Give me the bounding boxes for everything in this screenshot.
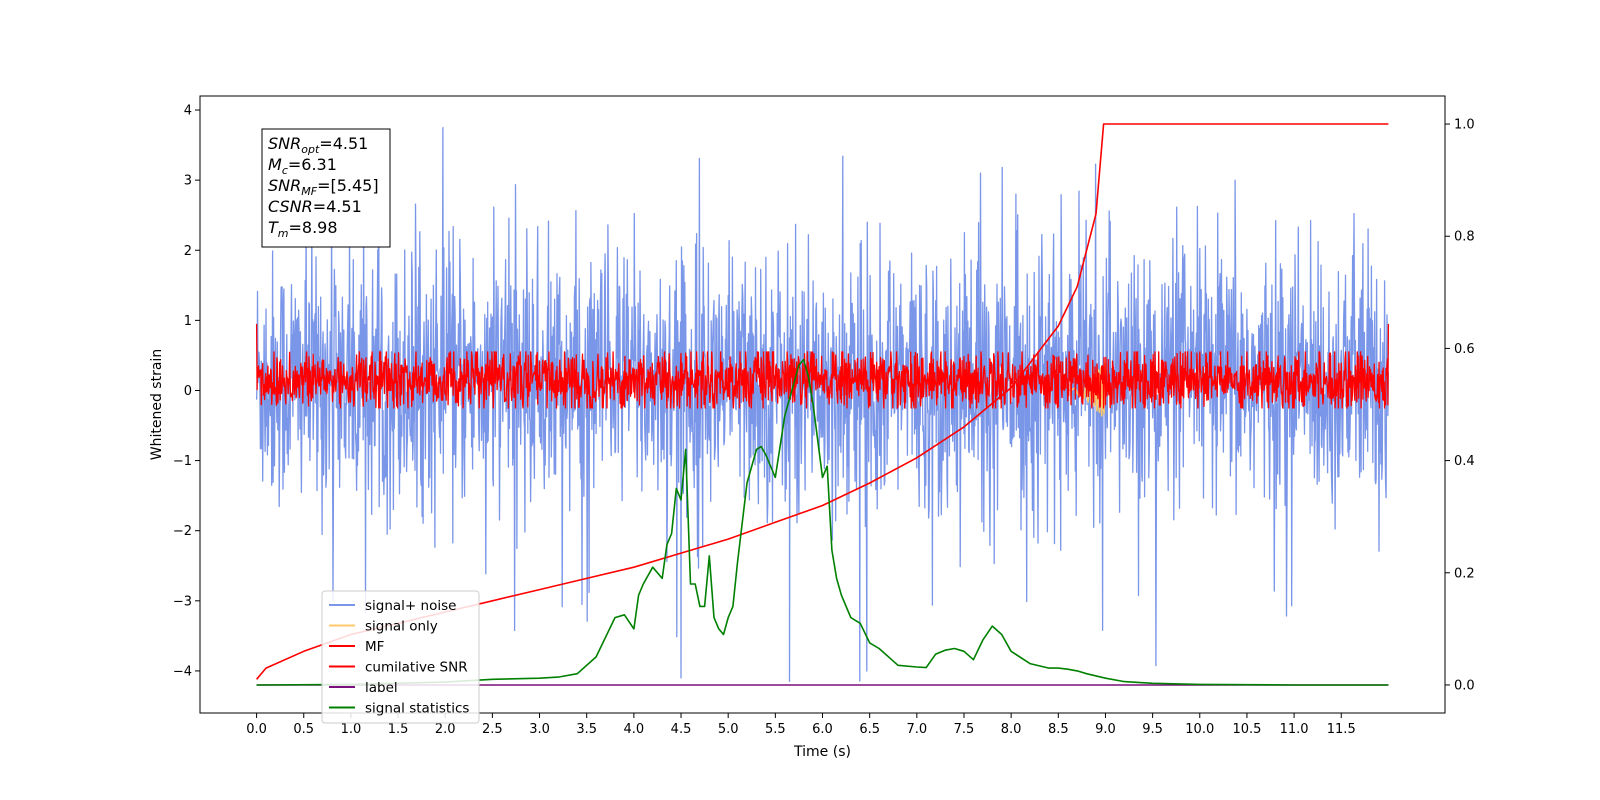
info-subscript: MF bbox=[301, 185, 317, 198]
x-tick-label: 7.0 bbox=[906, 722, 927, 737]
y-axis-right: 0.0 0.2 0.4 0.6 0.8 1.0 bbox=[1445, 118, 1475, 693]
legend-frame bbox=[321, 590, 480, 724]
y-tick-label: 1 bbox=[184, 314, 192, 329]
y2-tick-label: 0.2 bbox=[1454, 566, 1475, 581]
x-tick-label: 5.5 bbox=[765, 722, 786, 737]
info-symbol: T bbox=[268, 218, 279, 237]
x-tick-label: 6.0 bbox=[812, 722, 833, 737]
x-tick-label: 11.5 bbox=[1327, 722, 1356, 737]
y-tick-label: −4 bbox=[173, 664, 192, 679]
x-tick-label: 2.5 bbox=[482, 722, 503, 737]
y-tick-label: −3 bbox=[173, 594, 192, 609]
y-tick-label: 3 bbox=[184, 174, 192, 189]
info-value: =6.31 bbox=[288, 155, 337, 174]
info-value: =4.51 bbox=[319, 134, 368, 153]
y-tick-label: 2 bbox=[184, 244, 192, 259]
x-tick-label: 0.0 bbox=[246, 722, 267, 737]
x-tick-label: 3.5 bbox=[576, 722, 597, 737]
y-tick-label: 0 bbox=[184, 384, 192, 399]
info-value: =4.51 bbox=[313, 197, 362, 216]
x-tick-label: 5.0 bbox=[718, 722, 739, 737]
legend-label: signal only bbox=[365, 619, 438, 635]
legend-label: MF bbox=[365, 639, 384, 655]
x-tick-label: 11.0 bbox=[1280, 722, 1309, 737]
info-subscript: m bbox=[278, 227, 289, 240]
x-tick-label: 9.0 bbox=[1095, 722, 1116, 737]
x-tick-label: 0.5 bbox=[293, 722, 314, 737]
info-subscript: opt bbox=[301, 143, 320, 156]
y2-tick-label: 1.0 bbox=[1454, 118, 1475, 133]
info-symbol: SNR bbox=[268, 134, 301, 153]
y2-tick-label: 0.6 bbox=[1454, 342, 1475, 357]
x-tick-label: 6.5 bbox=[859, 722, 880, 737]
y-tick-label: −2 bbox=[173, 524, 192, 539]
y2-tick-label: 0.0 bbox=[1454, 678, 1475, 693]
info-box: SNRopt=4.51Mc=6.31SNRMF=[5.45]CSNR=4.51T… bbox=[261, 128, 391, 248]
info-line: SNRopt=4.51 bbox=[268, 134, 368, 156]
y-tick-label: 4 bbox=[184, 104, 192, 119]
info-subscript: c bbox=[282, 164, 288, 177]
series-signal-noise-line bbox=[255, 127, 1390, 683]
x-tick-label: 1.5 bbox=[388, 722, 409, 737]
info-line: Mc=6.31 bbox=[268, 155, 337, 177]
series-signal-statistics-line bbox=[256, 358, 1389, 686]
x-tick-label: 9.5 bbox=[1142, 722, 1163, 737]
x-axis: 0.0 0.5 1.0 1.5 2.0 2.5 3.0 3.5 4.0 4.5 5.0 5.5 6.0 6… bbox=[246, 713, 1356, 737]
info-symbol: M bbox=[268, 155, 282, 174]
info-box-frame bbox=[261, 128, 391, 248]
x-tick-label: 7.5 bbox=[954, 722, 975, 737]
series-mf-line bbox=[255, 323, 1390, 409]
y2-tick-label: 0.8 bbox=[1454, 230, 1475, 245]
x-tick-label: 8.5 bbox=[1048, 722, 1069, 737]
info-value: =[5.45] bbox=[317, 176, 379, 195]
x-tick-label: 1.0 bbox=[341, 722, 362, 737]
y-tick-label: −1 bbox=[173, 454, 192, 469]
legend: signal+ noise signal only MF cumilative SNR… bbox=[321, 590, 480, 724]
y-axis-left: −4 −3 −2 −1 0 1 2 3 4 bbox=[173, 104, 200, 679]
legend-label: cumilative SNR bbox=[365, 660, 468, 676]
info-line: CSNR=4.51 bbox=[268, 197, 362, 216]
x-tick-label: 10.0 bbox=[1185, 722, 1214, 737]
legend-label: label bbox=[365, 680, 398, 696]
x-tick-label: 4.5 bbox=[671, 722, 692, 737]
x-tick-label: 10.5 bbox=[1232, 722, 1261, 737]
x-tick-label: 4.0 bbox=[624, 722, 645, 737]
x-tick-label: 8.0 bbox=[1001, 722, 1022, 737]
info-value: =8.98 bbox=[289, 218, 338, 237]
info-line: Tm=8.98 bbox=[268, 218, 338, 240]
y-axis-label: Whitened strain bbox=[149, 349, 165, 460]
legend-label: signal statistics bbox=[365, 701, 469, 717]
y2-tick-label: 0.4 bbox=[1454, 454, 1475, 469]
legend-label: signal+ noise bbox=[365, 598, 456, 614]
x-axis-label: Time (s) bbox=[793, 744, 851, 760]
info-symbol: CSNR bbox=[268, 197, 313, 216]
x-tick-label: 3.0 bbox=[529, 722, 550, 737]
info-line: SNRMF=[5.45] bbox=[268, 176, 379, 198]
x-tick-label: 2.0 bbox=[435, 722, 456, 737]
info-symbol: SNR bbox=[268, 176, 301, 195]
